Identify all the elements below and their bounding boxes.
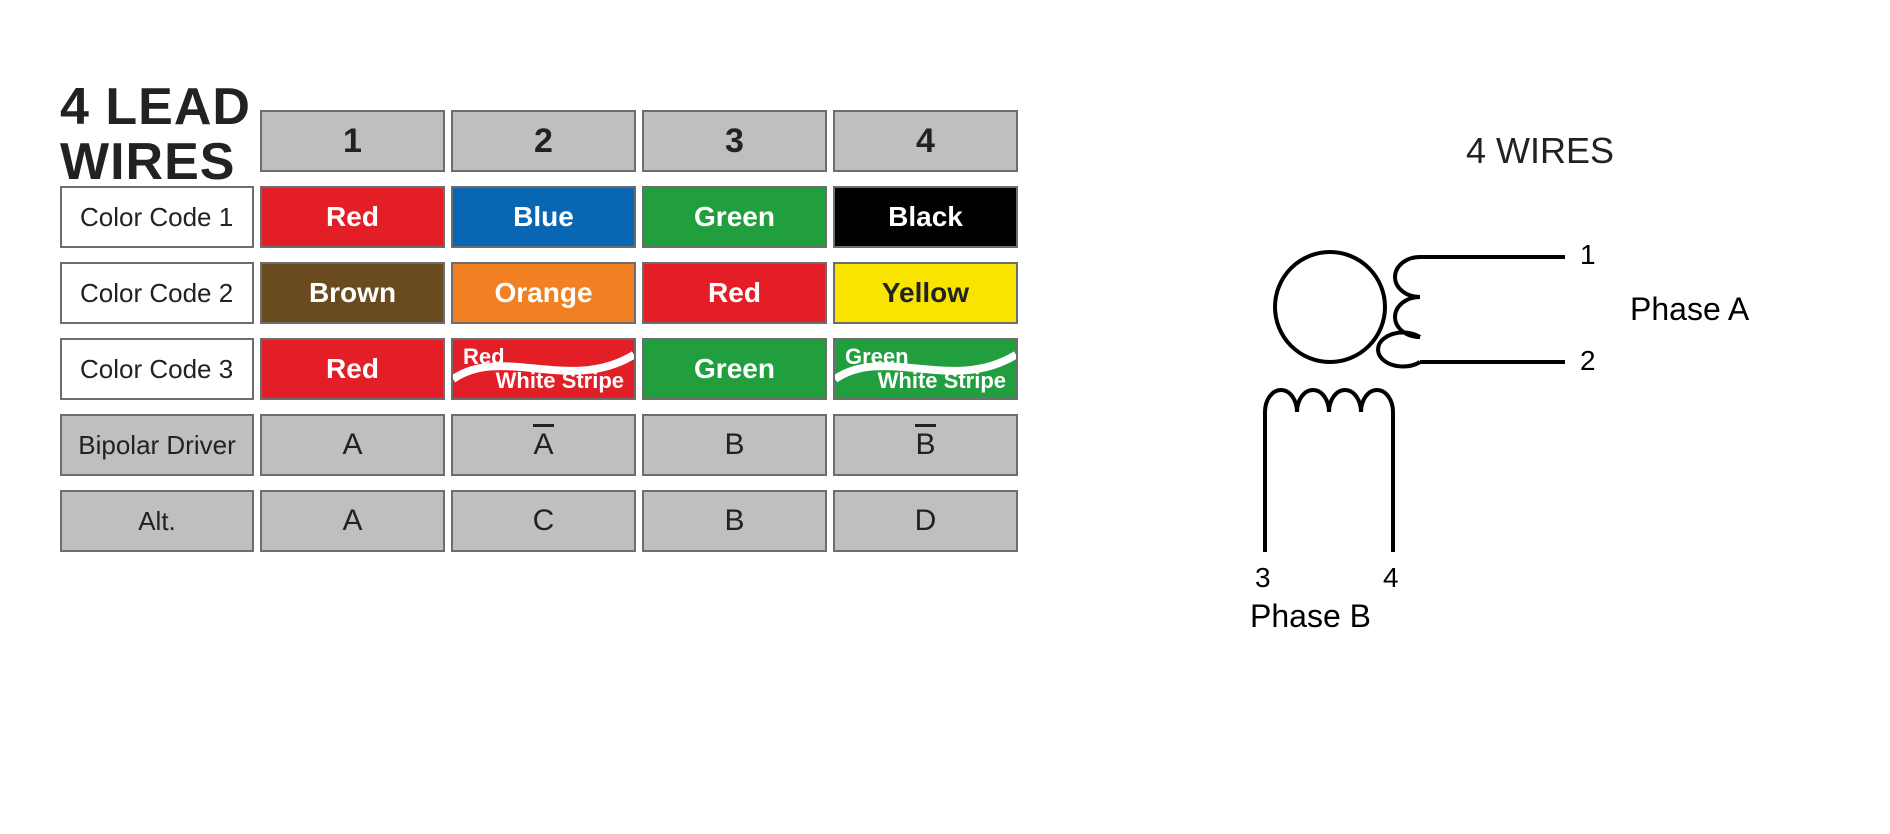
alt-1: A [260,490,445,552]
bipolar-1: A [260,414,445,476]
cc3-2-bot: White Stripe [453,369,634,393]
cc2-3: Red [642,262,827,324]
pin-1-label: 1 [1580,239,1596,270]
cc3-label: Color Code 3 [60,338,254,400]
row-cc3: Color Code 3 Red Red White Stripe Green … [60,338,1020,400]
header-3: 3 [642,110,827,172]
diagram-title: 4 WIRES [1265,130,1815,172]
pin-4-label: 4 [1383,562,1399,593]
alt-2: C [451,490,636,552]
cc3-2: Red White Stripe [451,338,636,400]
pin-2-label: 2 [1580,345,1596,376]
bipolar-3: B [642,414,827,476]
cc3-4: Green White Stripe [833,338,1018,400]
cc3-4-top: Green [835,345,1016,369]
cc3-2-top: Red [453,345,634,369]
wire-table: 1 2 3 4 Color Code 1 Red Blue Green Blac… [60,110,1020,566]
cc2-label: Color Code 2 [60,262,254,324]
phase-b-label: Phase B [1250,598,1371,632]
cc3-3: Green [642,338,827,400]
header-4: 4 [833,110,1018,172]
motor-coil-icon: 1 2 Phase A 3 4 Phase B [1235,192,1815,632]
alt-4: D [833,490,1018,552]
cc1-2: Blue [451,186,636,248]
bipolar-4: B [833,414,1018,476]
row-alt: Alt. A C B D [60,490,1020,552]
phase-a-label: Phase A [1630,291,1750,327]
alt-label: Alt. [60,490,254,552]
row-cc2: Color Code 2 Brown Orange Red Yellow [60,262,1020,324]
alt-3: B [642,490,827,552]
header-row: 1 2 3 4 [260,110,1020,172]
cc3-1: Red [260,338,445,400]
header-1: 1 [260,110,445,172]
cc3-4-bot: White Stripe [835,369,1016,393]
wiring-diagram: 4 WIRES 1 2 Phase A [1235,130,1815,637]
bipolar-label: Bipolar Driver [60,414,254,476]
header-2: 2 [451,110,636,172]
bipolar-2: A [451,414,636,476]
row-bipolar: Bipolar Driver A A B B [60,414,1020,476]
cc2-4: Yellow [833,262,1018,324]
pin-3-label: 3 [1255,562,1271,593]
cc2-1: Brown [260,262,445,324]
cc1-label: Color Code 1 [60,186,254,248]
cc2-2: Orange [451,262,636,324]
cc1-4: Black [833,186,1018,248]
cc1-1: Red [260,186,445,248]
cc1-3: Green [642,186,827,248]
row-cc1: Color Code 1 Red Blue Green Black [60,186,1020,248]
